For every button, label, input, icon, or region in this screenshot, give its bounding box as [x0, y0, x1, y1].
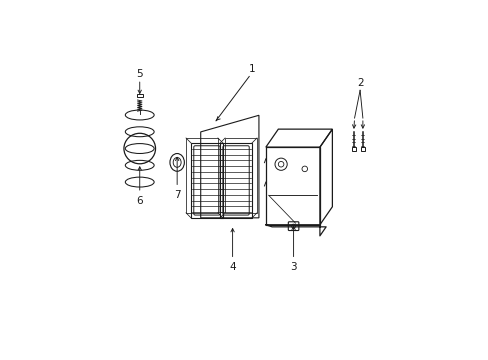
Bar [185, 138, 218, 213]
Text: 4: 4 [229, 262, 235, 272]
Text: 2: 2 [356, 77, 363, 87]
Bar [224, 138, 257, 213]
Text: 3: 3 [290, 262, 296, 272]
Bar [360, 147, 365, 151]
Bar [265, 147, 319, 225]
Text: 1: 1 [248, 64, 255, 74]
Bar [191, 143, 223, 218]
Text: 7: 7 [174, 190, 180, 200]
Text: 5: 5 [136, 69, 143, 79]
Bar [351, 147, 355, 151]
Bar [137, 94, 142, 97]
Bar [220, 143, 251, 218]
Text: 6: 6 [136, 195, 143, 206]
